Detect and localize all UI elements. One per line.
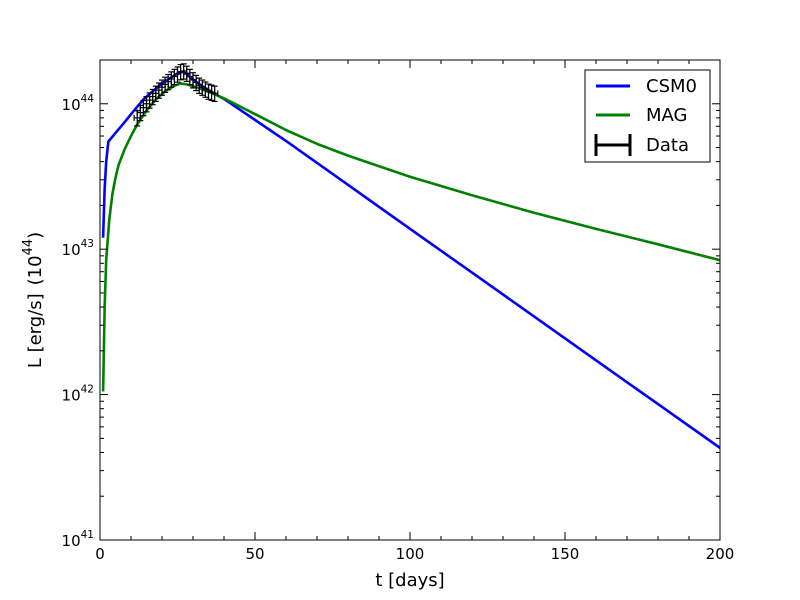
y-axis-factor-exp: 44 — [21, 239, 36, 256]
y-tick-label: 1042 — [62, 384, 94, 405]
y-axis-label: L [erg/s] (1044) — [21, 232, 46, 368]
y-tick-label: 1044 — [62, 93, 95, 114]
series-line-mag — [101, 82, 720, 392]
x-axis-label: t [days] — [375, 570, 444, 591]
y-axis-factor-close: ) — [25, 232, 46, 239]
tick-labels: 0 50 100 150 200 1041 1042 1043 1044 — [62, 93, 735, 563]
y-axis-label-group: L [erg/s] (1044) — [21, 232, 46, 368]
legend-swatch-data — [594, 134, 632, 156]
ticks-layer — [100, 60, 720, 540]
legend-label-csm0: CSM0 — [646, 76, 697, 97]
x-tick-label: 100 — [396, 545, 425, 563]
x-tick-label: 150 — [551, 545, 580, 563]
legend: CSM0 MAG Data — [584, 69, 711, 163]
x-tick-label: 0 — [95, 545, 105, 563]
y-tick-label: 1041 — [62, 529, 94, 550]
legend-label-data: Data — [646, 135, 689, 156]
legend-label-mag: MAG — [646, 105, 687, 126]
x-tick-label: 200 — [706, 545, 735, 563]
errorbar-layer — [133, 63, 219, 127]
y-axis-factor-base: (10 — [25, 255, 46, 285]
data-point — [211, 85, 219, 102]
y-tick-label: 1043 — [62, 238, 94, 259]
x-tick-label: 50 — [245, 545, 264, 563]
y-axis-label-text: L [erg/s] — [25, 293, 46, 368]
